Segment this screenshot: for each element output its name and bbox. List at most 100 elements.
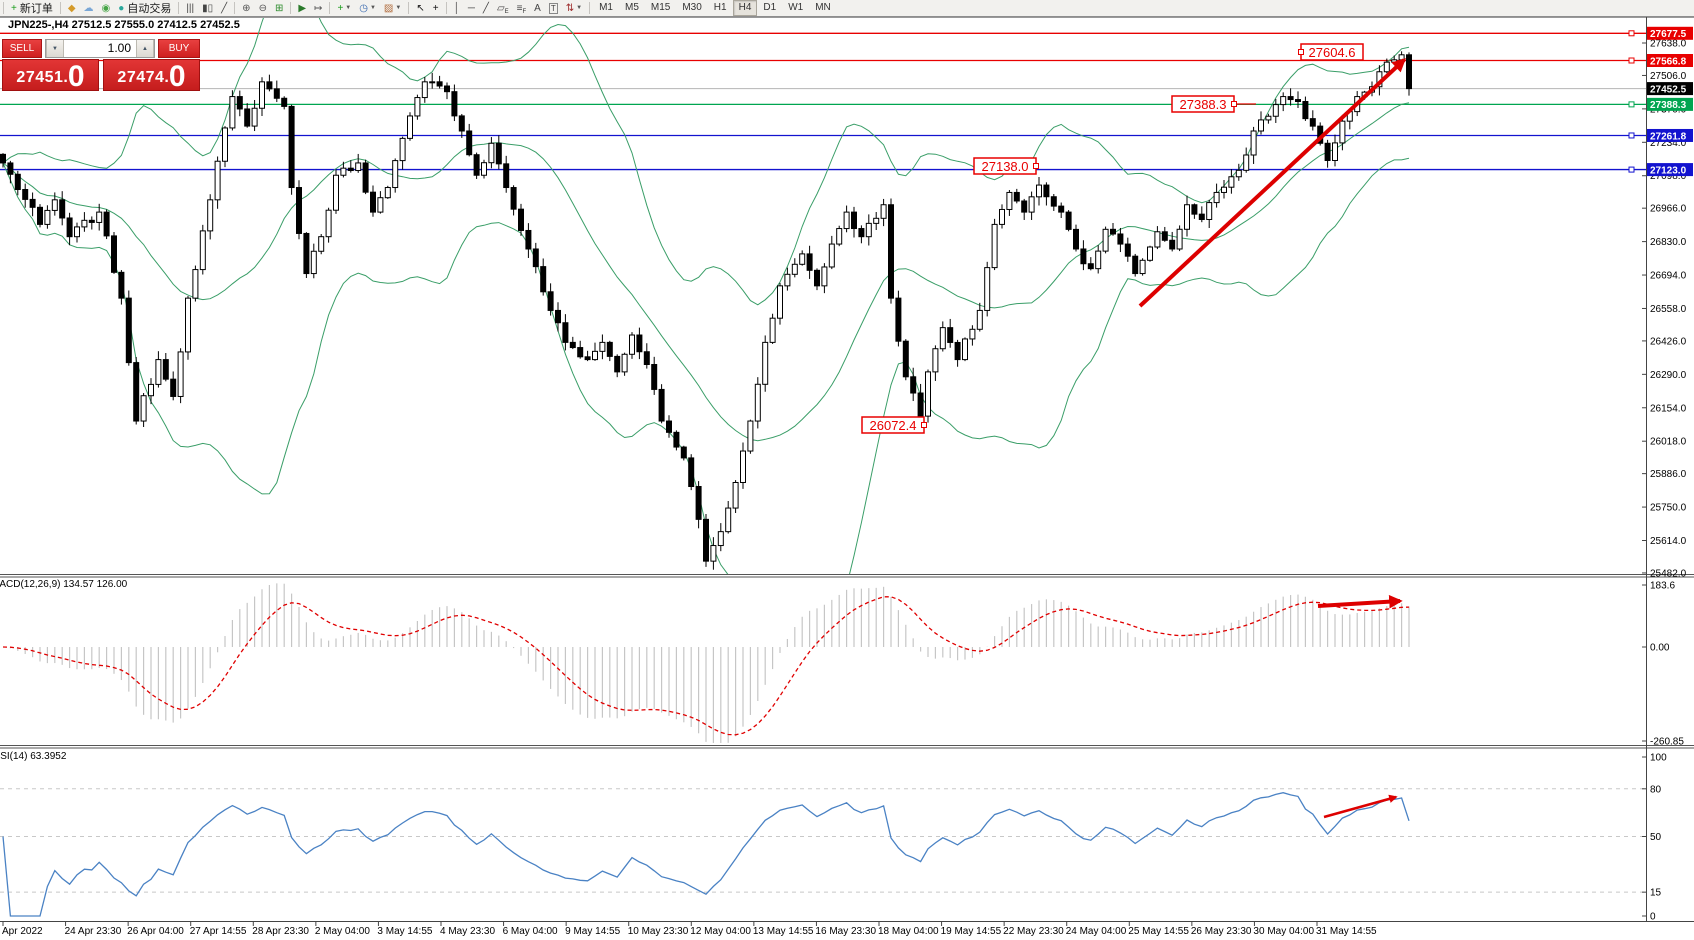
level-line-handle[interactable] [1628,166,1635,173]
candle-body [0,153,6,164]
annotation-handle[interactable] [1033,163,1039,169]
trend-arrow[interactable] [1138,58,1406,308]
auto-scroll-icon[interactable]: ▶ [295,1,309,15]
cursor-icon[interactable]: ↖ [413,1,427,15]
candle-body [599,341,606,352]
rsi-arrow[interactable] [1323,794,1398,819]
level-badge-text: 27677.5 [1650,29,1687,40]
candle-body [651,364,658,390]
auto-trading-button[interactable]: ● 自动交易 [115,1,174,16]
bar-chart-mode-icon[interactable]: ||| [183,1,197,15]
timeframe-h1-button[interactable]: H1 [713,2,727,13]
sell-price-display[interactable]: 27451. 0 [2,59,99,92]
price-panel[interactable] [0,0,1646,615]
candle-body [1265,115,1272,121]
timeframe-mn-button[interactable]: MN [815,2,831,13]
macd-arrow[interactable] [1317,594,1403,609]
candle-body [629,334,635,355]
cloud-sync-icon[interactable]: ☁ [81,1,97,15]
indicators-dropdown-caret[interactable]: ▼ [345,5,352,11]
arrows-icon[interactable]: ⇅ ▼ [563,1,585,15]
candle-body [1302,101,1309,120]
candle-body [910,376,917,394]
candle-body [1028,196,1035,213]
toolbar-separator [234,2,236,14]
candle-body [125,297,132,364]
buy-price-dot: . [164,69,169,86]
periods-dropdown-caret[interactable]: ▼ [369,5,376,11]
macd-panel[interactable] [2,583,1410,743]
signals-icon[interactable]: ◉ [99,1,114,15]
level-line-handle[interactable] [1628,30,1635,37]
text-icon[interactable]: A [531,1,544,15]
candle-body [592,350,598,361]
candle-body [96,211,103,223]
crosshair-icon[interactable]: + [430,1,442,15]
arrows-icon: ⇅ [565,2,575,14]
zoom-out-icon[interactable]: ⊖ [256,1,270,15]
timeframe-d1-button[interactable]: D1 [763,2,777,13]
price-annotation[interactable]: 27604.6 [1298,43,1364,61]
price-annotation[interactable]: 27388.3 [1171,95,1256,113]
chart-shift-icon[interactable]: ↦ [311,1,325,15]
candle-body [192,269,199,299]
candle-body [355,162,362,172]
buy-button[interactable]: BUY [158,39,200,58]
candlestick-mode-icon[interactable]: ▮▯ [199,1,216,15]
level-line-handle[interactable] [1628,132,1635,139]
candle-body [680,446,687,459]
time-axis-label: Apr 2022 [2,926,43,937]
tile-windows-icon[interactable]: ⊞ [272,1,286,15]
volume-decrease-button[interactable]: ▼ [46,40,64,57]
candle-body [244,108,251,127]
timeframe-h4-button[interactable]: H4 [732,0,758,16]
new-order-button[interactable]: + 新订单 [8,1,56,16]
candle-body [495,142,502,165]
timeframe-w1-button[interactable]: W1 [788,2,804,13]
candle-body [1287,96,1294,101]
zoom-in-icon[interactable]: ⊕ [239,1,253,15]
price-annotation[interactable]: 27138.0 [973,157,1039,175]
vertical-line-icon[interactable]: │ [451,1,463,15]
buy-price-display[interactable]: 27474. 0 [103,59,200,92]
templates-icon[interactable]: ▨ ▼ [381,1,404,15]
time-axis-label: 6 May 04:00 [503,926,558,937]
arrows-dropdown-caret[interactable]: ▼ [576,5,583,11]
equidistant-channel-icon[interactable]: ▱ E [494,1,512,16]
price-annotation[interactable]: 26072.4 [861,416,927,434]
annotation-handle[interactable] [1231,101,1237,107]
toolbar-separator [589,2,591,14]
trendline-icon[interactable]: ╱ [480,1,492,15]
rsi-panel[interactable] [0,788,1646,917]
candle-body [947,327,954,343]
fibonacci-sub-label: F [522,9,527,15]
timeframe-m15-button[interactable]: M15 [650,2,671,13]
candle-body [1139,259,1146,275]
timeframe-m5-button[interactable]: M5 [624,2,639,13]
timeframe-m1-button[interactable]: M1 [599,2,613,13]
candle-body [140,395,147,422]
price-tick-label: 25614.0 [1650,536,1687,547]
styles-icon[interactable]: ◆ [65,1,79,15]
horizontal-line-icon[interactable]: ─ [465,1,478,15]
sell-button[interactable]: SELL [2,39,42,58]
text-label-icon[interactable]: T [546,1,561,15]
periods-icon[interactable]: ◷ ▼ [356,1,379,15]
level-price-badge [1647,128,1693,142]
candle-body [66,217,73,238]
new-order-icon: + [11,2,17,14]
level-line-handle[interactable] [1628,101,1635,108]
toolbar-separator [178,2,180,14]
volume-increase-button[interactable]: ▲ [136,40,154,57]
templates-dropdown-caret[interactable]: ▼ [395,5,402,11]
annotation-handle[interactable] [1298,49,1304,55]
indicators-icon[interactable]: + ▼ [334,1,354,15]
timeframe-m30-button[interactable]: M30 [682,2,702,13]
annotation-handle[interactable] [921,422,927,428]
fibonacci-icon[interactable]: ≡ F [514,1,530,16]
volume-value[interactable]: 1.00 [107,41,131,55]
candle-body [481,162,487,176]
line-chart-mode-icon[interactable]: ╱ [218,1,230,15]
level-line-handle[interactable] [1628,57,1635,64]
